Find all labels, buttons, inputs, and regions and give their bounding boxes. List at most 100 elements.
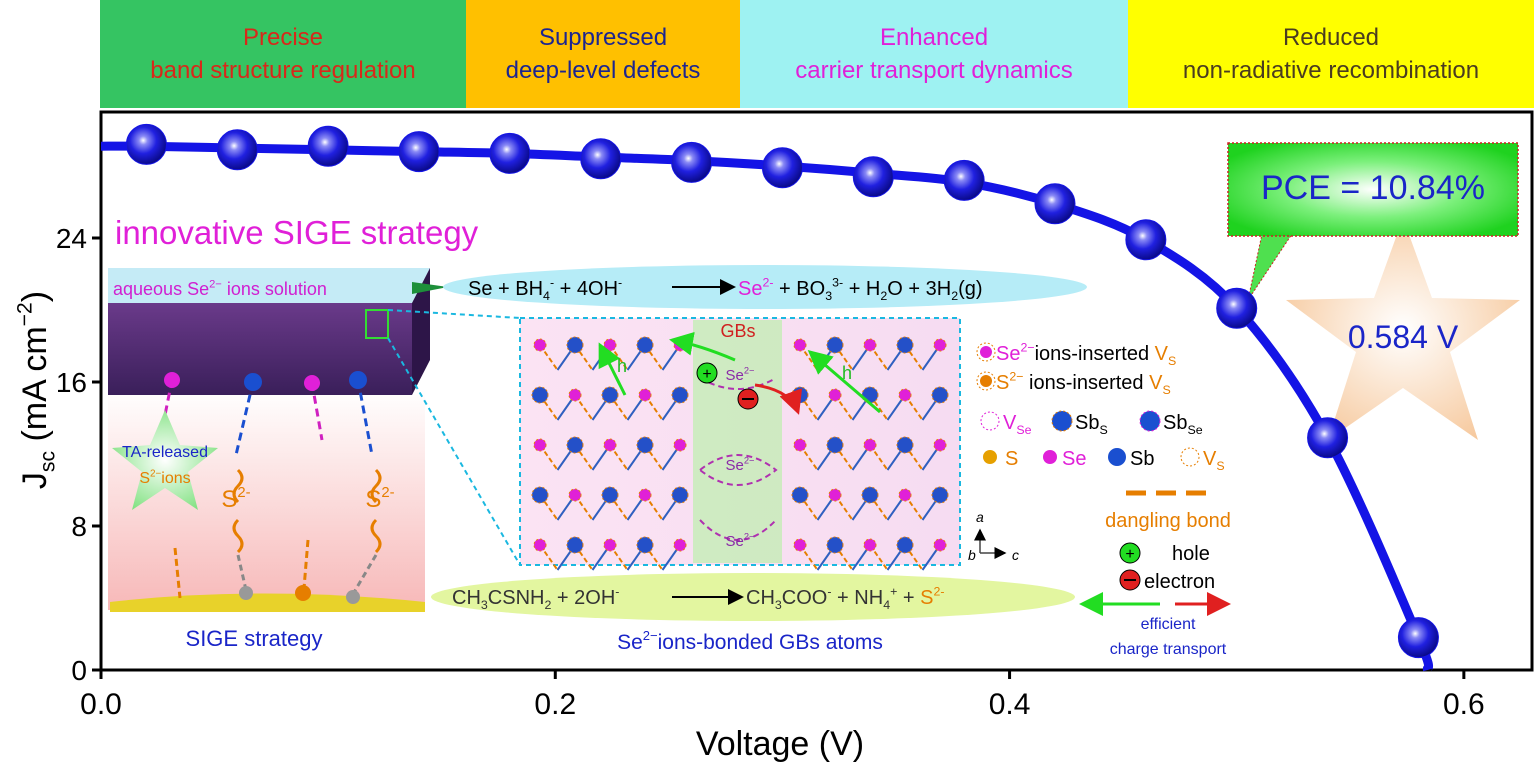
atom — [931, 486, 949, 504]
film-side — [412, 268, 430, 395]
text-part: V — [1003, 412, 1017, 434]
text-part: 3 — [775, 598, 782, 612]
legend-icon — [980, 375, 992, 387]
bond — [609, 544, 629, 571]
text-part: - — [550, 276, 554, 290]
text-part: + — [897, 587, 920, 609]
legend-icon — [980, 346, 992, 358]
annotation: CH3CSNH2 + 2OH- — [452, 585, 619, 612]
annotation: CH3COO- + NH4+ + S2- — [746, 585, 945, 612]
annotation: PCE = 10.84% — [1261, 169, 1485, 207]
chain — [232, 518, 244, 554]
atom — [531, 386, 549, 404]
text-part: (g) — [958, 278, 982, 300]
hole-icon — [696, 362, 718, 384]
bond — [904, 394, 924, 421]
text-part: dangling bond — [1105, 510, 1231, 532]
icon-glyph: + — [1125, 546, 1134, 563]
text-part: S — [139, 470, 150, 487]
plot-frame — [99, 110, 1534, 672]
bond — [869, 544, 889, 571]
bond — [869, 344, 889, 371]
atom — [673, 438, 687, 452]
annotation: dangling bond — [1105, 510, 1231, 532]
atom — [533, 538, 547, 552]
pointer — [412, 282, 448, 294]
bond — [539, 344, 559, 371]
atom — [533, 438, 547, 452]
atom — [898, 388, 912, 402]
text-part: Sb — [1163, 412, 1187, 434]
text-part: 2- — [237, 485, 250, 501]
text-part: COO — [782, 587, 828, 609]
marker — [398, 131, 440, 173]
bond — [869, 494, 889, 521]
text-part: + — [890, 585, 897, 599]
annotation: SIGE strategy — [186, 626, 323, 651]
atom — [533, 338, 547, 352]
text-part: efficient — [1141, 616, 1196, 633]
atom — [898, 488, 912, 502]
text-part: O + 3H — [887, 278, 951, 300]
marker — [1125, 219, 1167, 261]
bond — [644, 544, 664, 571]
bond — [173, 547, 182, 599]
legend-icon — [1119, 542, 1141, 564]
annotation: Se2− — [726, 532, 755, 550]
marker — [125, 123, 167, 165]
atom — [863, 338, 877, 352]
annotation: S2- — [365, 485, 394, 513]
banner-text: Suppressed — [539, 24, 667, 51]
text-part: (mA cm — [16, 326, 54, 451]
bond — [644, 344, 664, 371]
bond — [834, 394, 854, 421]
atom — [826, 336, 844, 354]
text-part: h — [617, 356, 627, 376]
text-part: −2 — [14, 302, 37, 326]
text-part: S — [920, 587, 933, 609]
banner-text: band structure regulation — [150, 57, 416, 84]
bond — [574, 444, 594, 471]
atom — [828, 388, 842, 402]
atom — [568, 488, 582, 502]
text-part: + 2OH — [551, 587, 615, 609]
annotation: VS — [1203, 448, 1225, 473]
bond — [539, 544, 559, 571]
text-part: 0.584 V — [1348, 319, 1459, 355]
text-part: S — [1005, 448, 1018, 470]
banner-box — [100, 0, 466, 108]
bond — [904, 344, 924, 371]
y-axis-label: Jsc (mA cm−2) — [14, 291, 60, 489]
marker — [580, 138, 622, 180]
bond — [834, 494, 854, 521]
chain — [232, 468, 244, 504]
atom — [931, 386, 949, 404]
text-part: ) — [16, 291, 54, 302]
text-part: ions-bonded GBs atoms — [658, 631, 883, 654]
atom — [793, 438, 807, 452]
chain — [370, 518, 382, 554]
text-part: S — [1216, 459, 1224, 473]
annotation: h — [842, 363, 852, 383]
annotation: hole — [1172, 543, 1210, 565]
bond — [609, 494, 629, 521]
bond — [609, 394, 629, 421]
annotation: Sb — [1130, 448, 1154, 470]
bond — [609, 344, 629, 371]
text-part: 2− — [744, 366, 755, 376]
legend-icon — [1180, 447, 1200, 467]
text-part: Se — [738, 278, 762, 300]
annotation: S2- — [221, 485, 250, 513]
atom — [793, 338, 807, 352]
legend-icon — [980, 411, 1000, 431]
text-part: 2− — [209, 278, 222, 290]
icon-glyph: + — [702, 366, 711, 383]
atom — [673, 538, 687, 552]
grain-boundary — [693, 320, 782, 563]
annotation: TA-released — [122, 444, 208, 461]
annotation: SbSe — [1163, 412, 1203, 437]
atom — [638, 488, 652, 502]
atom — [863, 538, 877, 552]
